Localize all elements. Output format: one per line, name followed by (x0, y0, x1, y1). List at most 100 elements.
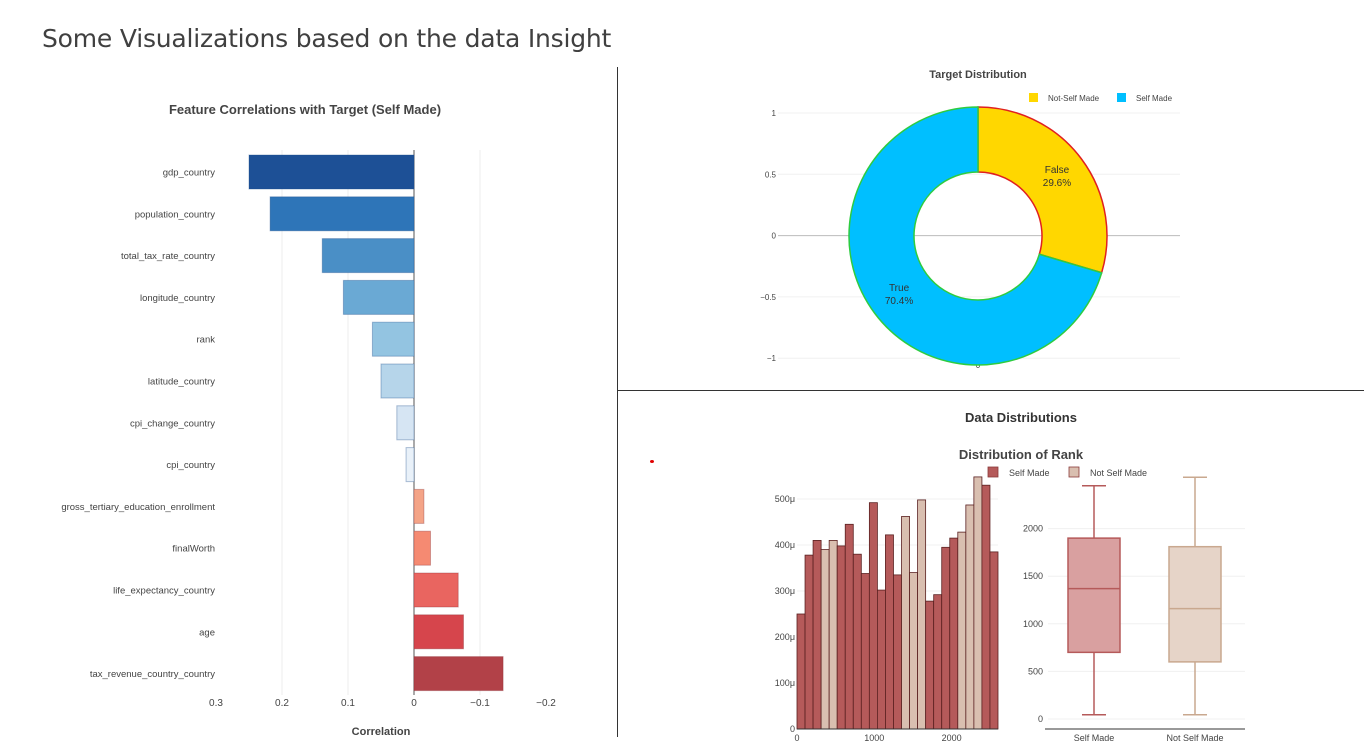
chart-title: Distribution of Rank (959, 447, 1084, 462)
histogram-bar (852, 553, 862, 730)
histogram-bar (957, 531, 967, 730)
category-label: cpi_country (166, 460, 215, 471)
bar (269, 196, 415, 232)
legend-label: Not-Self Made (1048, 94, 1100, 103)
category-label: gdp_country (163, 168, 216, 179)
category-label: population_country (135, 209, 216, 220)
y-tick-label: 0 (772, 232, 777, 241)
x-axis-label: Correlation (352, 726, 411, 738)
histogram-bar (925, 600, 935, 730)
legend-swatch (987, 466, 999, 478)
category-label: tax_revenue_country_country (90, 669, 215, 680)
legend-swatch (1117, 93, 1126, 102)
histogram-bar (820, 549, 830, 730)
category-label: gross_tertiary_education_enrollment (61, 502, 215, 513)
bar (342, 279, 415, 315)
y-tick-label: 0 (790, 724, 795, 734)
histogram-bar (933, 594, 943, 730)
panel-title: Data Distributions (965, 410, 1077, 425)
category-label: age (199, 627, 215, 638)
histogram-bar (860, 573, 870, 730)
histogram-bar (812, 540, 822, 730)
y-tick-label: 0 (1038, 714, 1043, 724)
y-tick-label: 500μ (775, 494, 795, 504)
pie-slice (848, 106, 1103, 366)
slide-title: Some Visualizations based on the data In… (42, 24, 612, 53)
histogram-bar (981, 484, 991, 730)
histogram-bar (877, 589, 886, 730)
histogram-bar (949, 537, 959, 730)
slice-label: False (1045, 165, 1070, 176)
chart-title: Feature Correlations with Target (Self M… (169, 102, 441, 117)
category-label: life_expectancy_country (113, 586, 215, 597)
x-tick-label: 0.3 (209, 698, 223, 709)
pie-slice (977, 106, 1108, 274)
stray-red-dot (650, 460, 654, 463)
x-tick-label: 1000 (864, 733, 884, 743)
histogram-bar (836, 545, 846, 730)
histogram-bar (868, 502, 878, 730)
y-tick-label: 200μ (775, 632, 795, 642)
category-label: finalWorth (172, 544, 215, 555)
histogram-bar (973, 476, 983, 730)
slice-percent: 29.6% (1043, 178, 1071, 189)
y-tick-label: 500 (1028, 666, 1043, 676)
histogram-bar (917, 499, 927, 730)
y-tick-label: −1 (767, 354, 777, 363)
x-tick-label: 2000 (942, 733, 962, 743)
correlation-chart: Feature Correlations with Target (Self M… (61, 102, 556, 738)
bar (380, 363, 415, 399)
legend-label: Not Self Made (1090, 468, 1147, 478)
y-tick-label: 100μ (775, 678, 795, 688)
y-tick-label: −0.5 (760, 293, 776, 302)
histogram-bar (804, 554, 814, 730)
histogram-bar (844, 523, 854, 730)
category-label: longitude_country (140, 293, 215, 304)
bar (321, 238, 415, 274)
histogram-bar (796, 613, 806, 730)
histogram-bar (828, 540, 838, 730)
box (1168, 545, 1222, 663)
category-label: rank (197, 335, 216, 346)
histogram-bar (965, 504, 975, 730)
y-tick-label: 400μ (775, 540, 795, 550)
x-tick-label: 0.1 (341, 698, 355, 709)
category-label: total_tax_rate_country (121, 251, 215, 262)
slice-percent: 70.4% (885, 296, 913, 307)
histogram-bar (893, 574, 902, 730)
y-tick-label: 1000 (1023, 619, 1043, 629)
x-tick-label: Self Made (1074, 733, 1115, 743)
legend-label: Self Made (1009, 468, 1050, 478)
y-tick-label: 2000 (1023, 524, 1043, 534)
bar (413, 656, 504, 692)
legend-label: Self Made (1136, 94, 1173, 103)
y-tick-label: 1500 (1023, 571, 1043, 581)
bar (413, 572, 459, 608)
histogram-bar (901, 516, 910, 730)
slice-label: True (889, 283, 910, 294)
histogram-bar (941, 546, 951, 730)
x-tick-label: Not Self Made (1166, 733, 1223, 743)
x-tick-label: 0.2 (275, 698, 289, 709)
bar (405, 447, 415, 483)
histogram-bar (989, 551, 999, 730)
category-label: latitude_country (148, 377, 215, 388)
x-tick-label: 0 (411, 698, 417, 709)
y-tick-label: 1 (772, 109, 777, 118)
x-tick-label: 0 (794, 733, 799, 743)
x-tick-label: −0.2 (536, 698, 556, 709)
bar (396, 405, 415, 441)
panel-divider-vertical (617, 67, 618, 737)
legend-swatch (1029, 93, 1038, 102)
bar (371, 321, 415, 357)
y-tick-label: 300μ (775, 586, 795, 596)
bar (413, 488, 425, 524)
bar (413, 614, 464, 650)
x-tick-label: −0.1 (470, 698, 490, 709)
histogram-bar (909, 572, 918, 730)
box (1067, 537, 1121, 654)
chart-title: Target Distribution (929, 69, 1027, 81)
panel-divider-horizontal (617, 390, 1364, 391)
histogram-bar (885, 534, 894, 730)
